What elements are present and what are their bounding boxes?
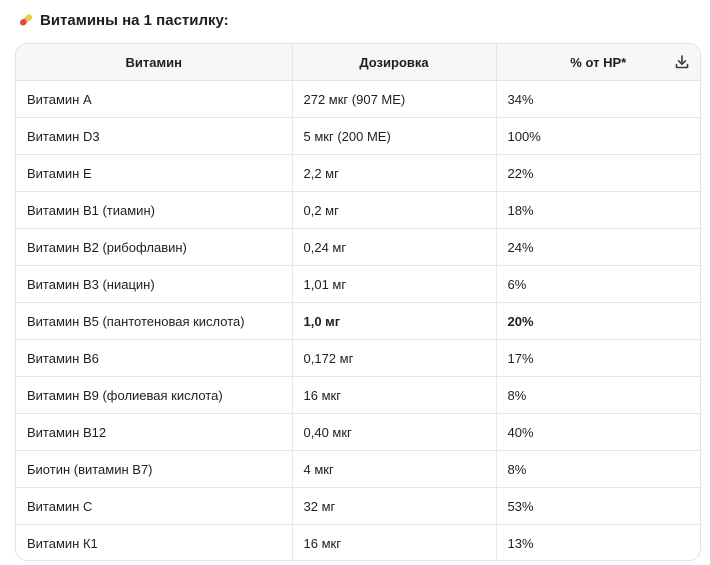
cell-dose: 0,40 мкг (292, 413, 497, 451)
cell-percent: 8% (496, 376, 700, 414)
column-header-vitamin: Витамин (16, 44, 293, 81)
table-row: Витамин В9 (фолиевая кислота) 16 мкг 8% (16, 376, 700, 414)
table-header-row: Витамин Дозировка % от НР* (16, 44, 700, 81)
cell-dose: 1,01 мг (292, 265, 497, 303)
table-row: Витамин D3 5 мкг (200 МЕ) 100% (16, 117, 700, 155)
table-row: Витамин С 32 мг 53% (16, 487, 700, 525)
cell-percent: 100% (496, 117, 700, 155)
heading: Витамины на 1 пастилку: (18, 9, 229, 31)
table-row: Витамин В2 (рибофлавин) 0,24 мг 24% (16, 228, 700, 266)
cell-dose: 16 мкг (292, 376, 497, 414)
table-row: Витамин В12 0,40 мкг 40% (16, 413, 700, 451)
table-row: Витамин В6 0,172 мг 17% (16, 339, 700, 377)
cell-dose: 16 мкг (292, 524, 497, 560)
cell-percent: 34% (496, 80, 700, 118)
column-header-percent: % от НР* (496, 44, 700, 81)
vitamins-table: Витамин Дозировка % от НР* Витамин А 272 … (15, 43, 701, 561)
cell-vitamin: Витамин D3 (16, 117, 293, 155)
cell-dose: 0,24 мг (292, 228, 497, 266)
cell-percent: 18% (496, 191, 700, 229)
cell-dose: 0,2 мг (292, 191, 497, 229)
table-row: Витамин Е 2,2 мг 22% (16, 154, 700, 192)
cell-vitamin: Витамин С (16, 487, 293, 525)
cell-percent: 6% (496, 265, 700, 303)
table-row: Витамин В1 (тиамин) 0,2 мг 18% (16, 191, 700, 229)
cell-percent: 17% (496, 339, 700, 377)
cell-vitamin: Витамин В5 (пантотеновая кислота) (16, 302, 293, 340)
cell-vitamin: Витамин В1 (тиамин) (16, 191, 293, 229)
table-row: Биотин (витамин В7) 4 мкг 8% (16, 450, 700, 488)
cell-percent: 13% (507, 535, 534, 551)
cell-dose: 32 мг (292, 487, 497, 525)
cell-vitamin: Витамин А (16, 80, 293, 118)
cell-dose: 0,172 мг (292, 339, 497, 377)
cell-dose: 4 мкг (292, 450, 497, 488)
table-row: Витамин В5 (пантотеновая кислота) 1,0 мг 2… (16, 302, 700, 340)
table-row: Витамин А 272 мкг (907 МЕ) 34% (16, 80, 700, 118)
download-button[interactable] (672, 52, 692, 72)
cell-percent: 8% (496, 450, 700, 488)
cell-percent: 40% (496, 413, 700, 451)
cell-dose: 1,0 мг (292, 302, 497, 340)
cell-vitamin: Витамин В6 (16, 339, 293, 377)
column-header-percent-label: % от НР* (570, 54, 627, 70)
cell-vitamin: Биотин (витамин В7) (16, 450, 293, 488)
cell-percent: 53% (496, 487, 700, 525)
cell-vitamin: Витамин К1 (16, 524, 293, 560)
cell-dose: 5 мкг (200 МЕ) (292, 117, 497, 155)
pill-icon (18, 12, 34, 28)
cell-vitamin: Витамин Е (16, 154, 293, 192)
cell-vitamin: Витамин В3 (ниацин) (16, 265, 293, 303)
cell-vitamin: Витамин В9 (фолиевая кислота) (16, 376, 293, 414)
cell-percent: 20% (496, 302, 700, 340)
cell-dose: 272 мкг (907 МЕ) (292, 80, 497, 118)
cell-dose: 2,2 мг (292, 154, 497, 192)
column-header-dose: Дозировка (292, 44, 497, 81)
heading-text: Витамины на 1 пастилку: (40, 11, 229, 29)
table-row: Витамин В3 (ниацин) 1,01 мг 6% (16, 265, 700, 303)
cell-percent: 24% (496, 228, 700, 266)
cell-vitamin: Витамин В2 (рибофлавин) (16, 228, 293, 266)
download-icon (675, 55, 689, 69)
cell-percent: 22% (496, 154, 700, 192)
cell-vitamin: Витамин В12 (16, 413, 293, 451)
table-row: Витамин К1 16 мкг 13% (16, 524, 700, 560)
